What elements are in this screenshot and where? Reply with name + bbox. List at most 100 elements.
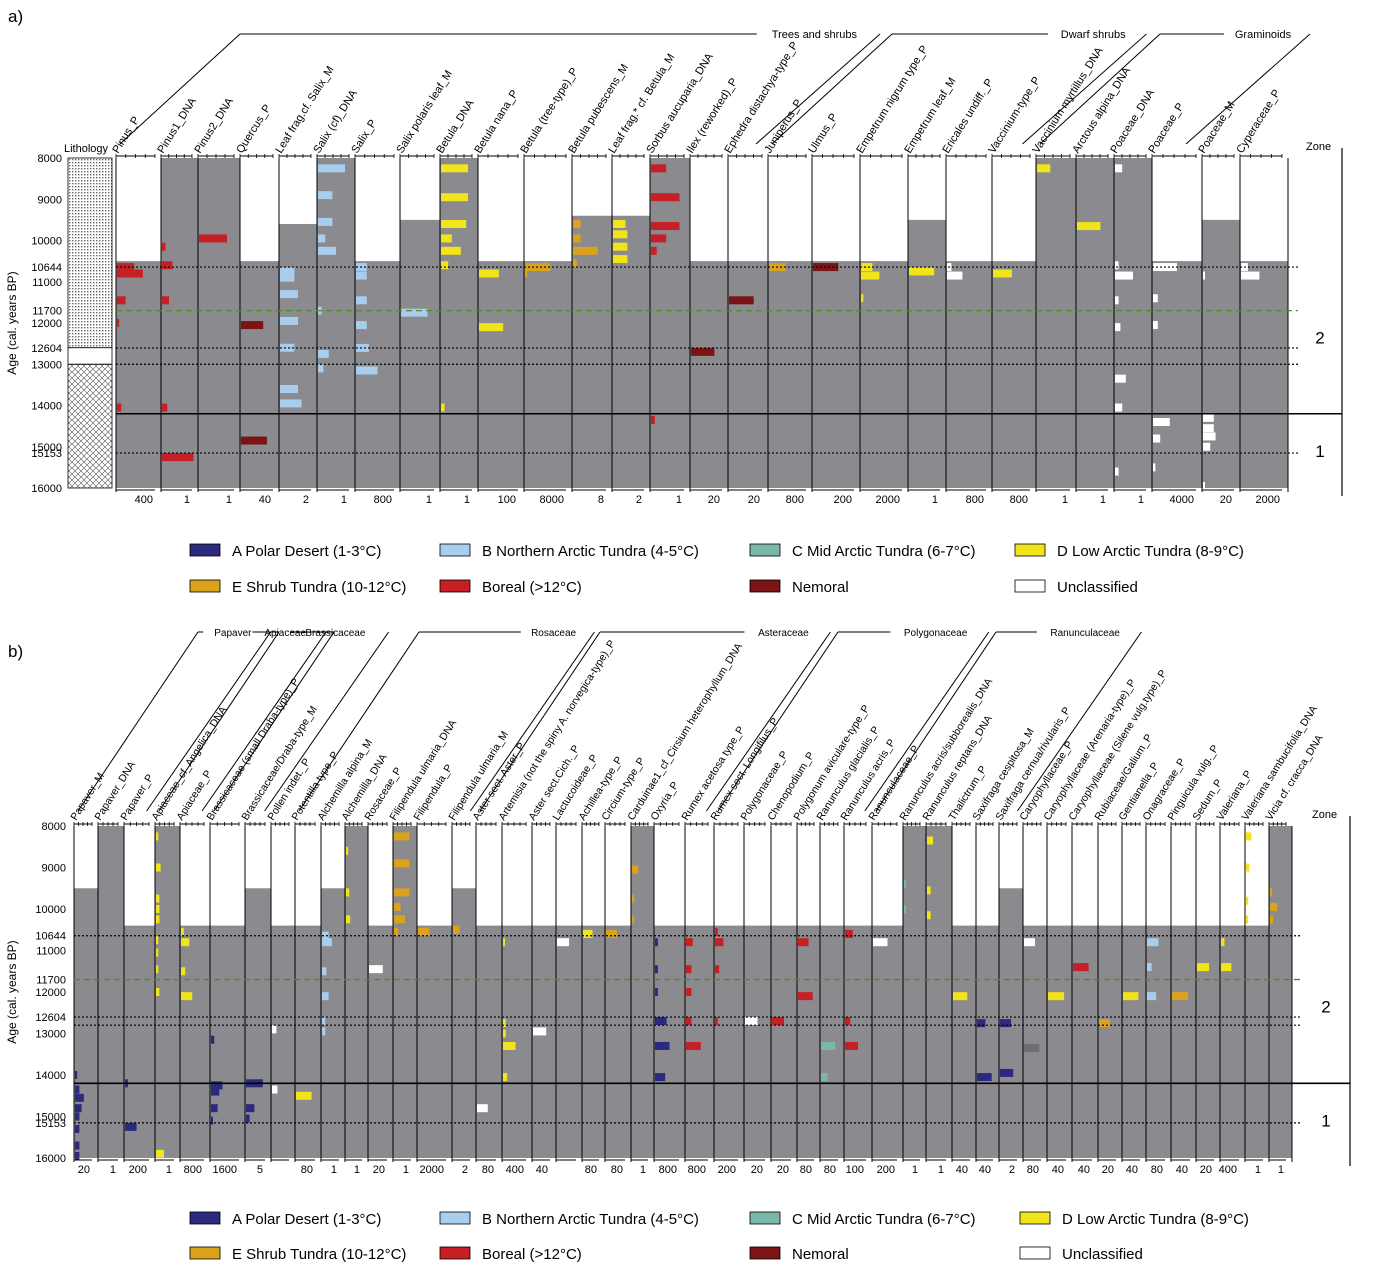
data-bar — [280, 399, 302, 408]
data-bar — [686, 988, 692, 996]
scale-label: 4000 — [1170, 494, 1194, 506]
group-label: Asteraceae — [758, 628, 809, 639]
data-bar — [322, 938, 332, 947]
data-bar — [651, 234, 667, 243]
data-bar — [211, 1104, 218, 1113]
data-bar — [503, 1041, 516, 1050]
column-name: Pinus2_DNA — [192, 95, 236, 155]
scale-label: 1 — [403, 1164, 409, 1176]
data-bar — [1270, 915, 1274, 924]
y-tick-label: 10000 — [35, 904, 66, 916]
zone-name: 1 — [1321, 1112, 1330, 1131]
bracket-right — [1022, 33, 1147, 145]
data-bar — [162, 296, 169, 305]
data-bar — [977, 1019, 986, 1028]
scale-label: 80 — [611, 1164, 623, 1176]
data-bar — [1024, 938, 1035, 947]
data-bar — [686, 1041, 701, 1050]
scale-label: 20 — [1102, 1164, 1114, 1176]
column-ulmus-p: 200 Ulmus_P — [806, 111, 860, 506]
scale-label: 1 — [226, 494, 232, 506]
gray-fill — [860, 261, 908, 488]
group-bracket: Graminoids — [1039, 29, 1311, 145]
scale-label: 40 — [956, 1164, 968, 1176]
gray-fill — [532, 925, 556, 1158]
column-name: Pinus_P — [110, 114, 142, 155]
data-bar — [1172, 992, 1189, 1001]
column-poaceae-m: 20 Poaceae_M — [1196, 99, 1240, 506]
data-bar — [632, 894, 635, 903]
gray-fill — [1171, 925, 1196, 1158]
data-bar — [1153, 434, 1161, 443]
bracket-left — [479, 631, 601, 812]
data-bar — [1203, 432, 1216, 441]
scale-label: 1 — [938, 1164, 944, 1176]
legend-label: B Northern Arctic Tundra (4-5°C) — [482, 543, 699, 560]
gray-fill — [631, 826, 654, 1158]
gray-fill — [1023, 925, 1047, 1158]
scale-label: 200 — [718, 1164, 736, 1176]
scale-label: 80 — [1027, 1164, 1039, 1176]
y-tick-label: 11700 — [36, 975, 66, 987]
gray-fill — [650, 158, 690, 488]
data-bar — [1221, 963, 1232, 972]
gray-fill — [872, 925, 903, 1158]
data-bar — [1246, 896, 1249, 905]
gray-fill — [1047, 925, 1072, 1158]
data-bar — [655, 1017, 667, 1026]
data-bar — [904, 905, 906, 913]
scale-label: 400 — [1219, 1164, 1237, 1176]
data-bar — [75, 1141, 80, 1150]
scale-label: 80 — [824, 1164, 836, 1176]
data-bar — [272, 1025, 277, 1034]
scale-label: 5 — [257, 1164, 263, 1176]
scale-label: 20 — [777, 1164, 789, 1176]
data-bar — [441, 164, 468, 173]
gray-fill — [417, 925, 452, 1158]
legend-label: Boreal (>12°C) — [482, 579, 582, 596]
column-quercus-p: 40 Quercus_P — [234, 103, 279, 506]
data-bar — [1270, 902, 1278, 911]
data-bar — [418, 927, 430, 936]
data-bar — [861, 294, 864, 303]
column-pinus1-dna: 1 Pinus1_DNA — [155, 95, 199, 506]
data-bar — [1221, 938, 1225, 947]
data-bar — [75, 1071, 78, 1079]
gray-fill — [903, 826, 926, 1158]
column-name: Poaceae_P — [1146, 101, 1186, 156]
scale-label: 2000 — [876, 494, 900, 506]
group-label: Brassicaceae — [305, 628, 365, 639]
gray-fill — [844, 925, 872, 1158]
panel-label: a) — [8, 7, 23, 26]
y-tick-label: 12604 — [31, 343, 62, 355]
scale-label: 800 — [688, 1164, 706, 1176]
data-bar — [75, 1112, 80, 1121]
lithology-upper — [67, 157, 113, 349]
gray-fill — [1152, 261, 1202, 488]
data-bar — [1147, 938, 1159, 947]
group-label: Graminoids — [1235, 29, 1292, 41]
data-bar — [1203, 271, 1205, 280]
data-bar — [953, 992, 968, 1001]
gray-fill — [210, 925, 245, 1158]
zone-name: 2 — [1315, 328, 1324, 347]
scale-label: 200 — [834, 494, 852, 506]
legend-label: B Northern Arctic Tundra (4-5°C) — [482, 1211, 699, 1228]
bracket-left — [717, 631, 839, 812]
data-bar — [927, 886, 931, 895]
gray-fill — [295, 925, 321, 1158]
scale-label: 20 — [1220, 494, 1232, 506]
y-tick-label: 9000 — [38, 194, 62, 206]
data-bar — [280, 267, 295, 276]
data-bar — [280, 385, 298, 393]
gray-fill — [1269, 826, 1292, 1158]
gray-fill — [556, 925, 582, 1158]
zone-label: Zone — [1306, 141, 1331, 153]
gray-fill — [393, 826, 417, 1158]
data-bar — [1203, 413, 1214, 422]
zone-name: 2 — [1321, 998, 1330, 1017]
y-tick-label: 15153 — [31, 448, 62, 460]
scale-label: 8 — [598, 494, 604, 506]
